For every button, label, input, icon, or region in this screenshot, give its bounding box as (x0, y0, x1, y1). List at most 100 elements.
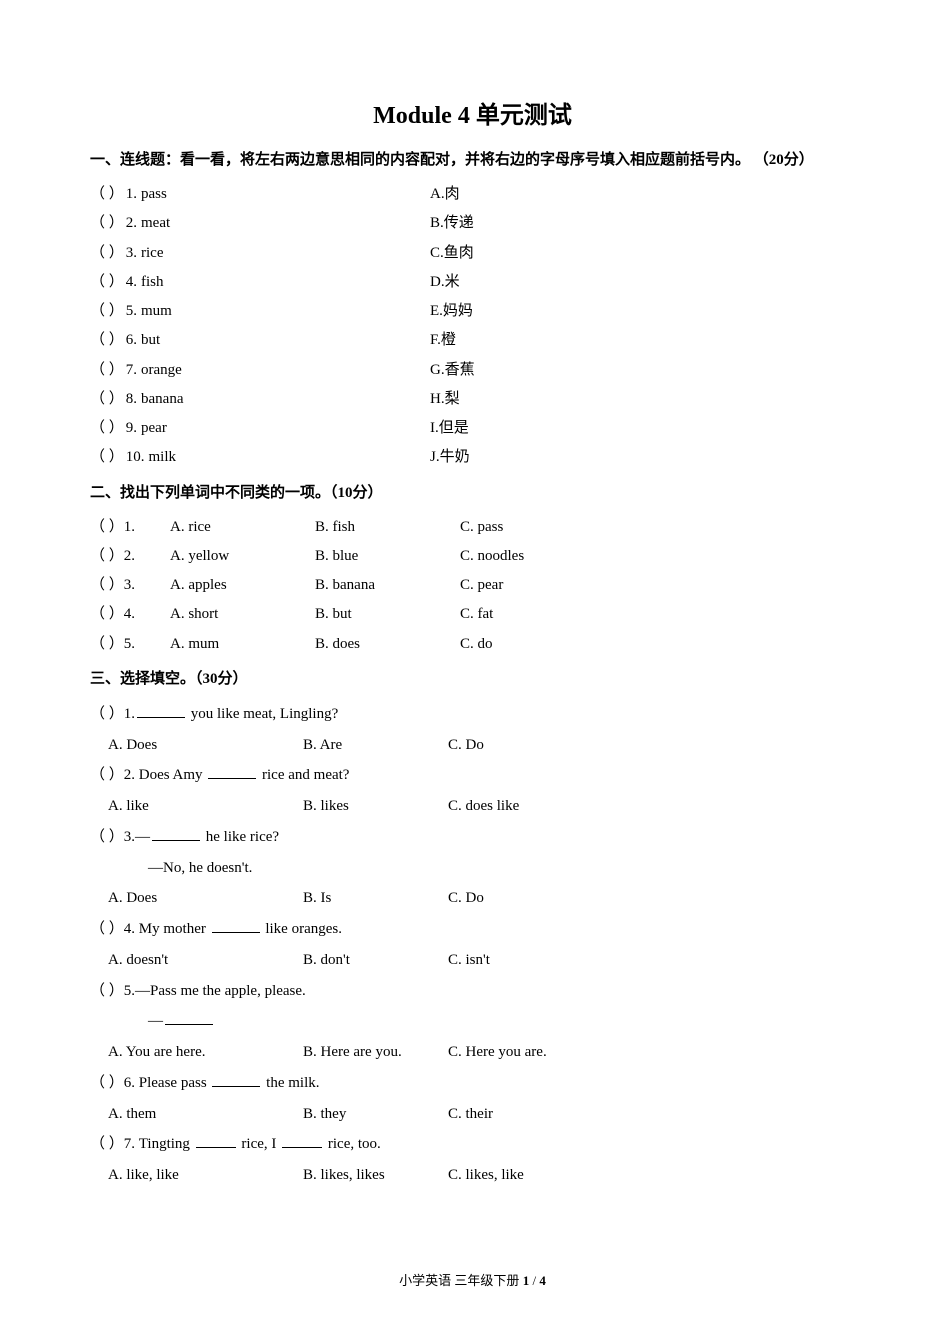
option-b: B. don't (303, 945, 448, 976)
answer-bracket[interactable]: （ ） (90, 414, 124, 443)
answer-bracket[interactable]: （ ） (90, 983, 124, 999)
option-b: B. likes (303, 791, 448, 822)
section2-header: 二、找出下列单词中不同类的一项。（10分） (90, 481, 855, 505)
item-num: 10. (126, 443, 145, 472)
question-text-tail: rice and meat? (258, 767, 349, 783)
dash: — (135, 829, 150, 845)
fill-blank[interactable] (208, 766, 256, 780)
fill-blank[interactable] (152, 827, 200, 841)
option-b: B. Is (303, 883, 448, 914)
question-text: Pass me the apple, please. (150, 983, 306, 999)
item-num: 4. (124, 921, 135, 937)
answer-bracket[interactable]: （ ） (90, 239, 124, 268)
item-num: 1. (124, 519, 135, 535)
english-word: rice (141, 239, 163, 268)
answer-bracket[interactable]: （ ） (90, 921, 124, 937)
answer-bracket[interactable]: （ ） (90, 519, 124, 535)
english-word: mum (141, 297, 172, 326)
fill-blank[interactable] (165, 1012, 213, 1026)
english-word: milk (149, 443, 177, 472)
option-a: A. yellow (170, 542, 315, 571)
fill-blank[interactable] (137, 704, 185, 718)
option-c: C. Do (448, 883, 484, 914)
item-num: 5. (124, 636, 135, 652)
answer-bracket[interactable]: （ ） (90, 297, 124, 326)
question-4: （ ）4. My mother like oranges. (90, 914, 855, 945)
chinese-meaning: 米 (445, 274, 460, 290)
answer-bracket[interactable]: （ ） (90, 577, 124, 593)
option-c: C. their (448, 1099, 493, 1130)
fill-blank[interactable] (196, 1135, 236, 1149)
english-word: but (141, 326, 160, 355)
odd-row: （ ）1. A. rice B. fish C. pass (90, 513, 855, 542)
option-c: C. likes, like (448, 1160, 524, 1191)
question-4-options: A. doesn't B. don't C. isn't (90, 945, 855, 976)
match-row: （ ） 5. mum E.妈妈 (90, 297, 855, 326)
answer-bracket[interactable]: （ ） (90, 268, 124, 297)
answer-bracket[interactable]: （ ） (90, 1075, 124, 1091)
option-a: A. Does (108, 730, 303, 761)
section3-header: 三、选择填空。（30分） (90, 667, 855, 691)
english-word: pass (141, 180, 167, 209)
answer-bracket[interactable]: （ ） (90, 326, 124, 355)
answer-bracket[interactable]: （ ） (90, 443, 124, 472)
question-text: he like rice? (202, 829, 279, 845)
item-num: 3. (124, 577, 135, 593)
answer-bracket[interactable]: （ ） (90, 636, 124, 652)
fill-blank[interactable] (282, 1135, 322, 1149)
section1-list: （ ） 1. pass A.肉 （ ） 2. meat B.传递 （ ） 3. … (90, 180, 855, 473)
answer-bracket[interactable]: （ ） (90, 548, 124, 564)
answer-bracket[interactable]: （ ） (90, 1136, 124, 1152)
question-5-options: A. You are here. B. Here are you. C. Her… (90, 1037, 855, 1068)
option-b: B. fish (315, 513, 460, 542)
question-text: you like meat, Lingling? (187, 706, 338, 722)
question-text-pre: Please pass (139, 1075, 211, 1091)
answer-bracket[interactable]: （ ） (90, 209, 124, 238)
item-num: 2. (124, 548, 135, 564)
item-num: 2. (126, 209, 137, 238)
option-b: B. Are (303, 730, 448, 761)
option-key: I. (430, 420, 439, 436)
odd-row: （ ）2. A. yellow B. blue C. noodles (90, 542, 855, 571)
dialogue-blank: — (90, 1006, 855, 1037)
option-key: H. (430, 391, 445, 407)
answer-bracket[interactable]: （ ） (90, 180, 124, 209)
item-num: 3. (126, 239, 137, 268)
option-b: B. banana (315, 571, 460, 600)
chinese-meaning: 妈妈 (443, 303, 473, 319)
chinese-meaning: 梨 (445, 391, 460, 407)
fill-blank[interactable] (212, 1073, 260, 1087)
item-num: 6. (124, 1075, 135, 1091)
odd-row: （ ）5. A. mum B. does C. do (90, 630, 855, 659)
question-1-options: A. Does B. Are C. Do (90, 730, 855, 761)
fill-blank[interactable] (212, 920, 260, 934)
english-word: orange (141, 356, 182, 385)
match-row: （ ） 1. pass A.肉 (90, 180, 855, 209)
answer-bracket[interactable]: （ ） (90, 356, 124, 385)
question-1: （ ）1. you like meat, Lingling? (90, 699, 855, 730)
answer-bracket[interactable]: （ ） (90, 706, 124, 722)
question-5: （ ）5.—Pass me the apple, please. (90, 976, 855, 1007)
item-num: 2. (124, 767, 135, 783)
option-c: C. does like (448, 791, 519, 822)
chinese-meaning: 香蕉 (445, 362, 475, 378)
answer-bracket[interactable]: （ ） (90, 606, 124, 622)
match-row: （ ） 10. milk J.牛奶 (90, 443, 855, 472)
chinese-meaning: 肉 (445, 186, 460, 202)
option-key: A. (430, 186, 445, 202)
chinese-meaning: 鱼肉 (444, 245, 474, 261)
question-text-mid: rice, I (238, 1136, 280, 1152)
option-key: F. (430, 332, 441, 348)
page-footer: 小学英语 三年级下册 1 / 4 (0, 1270, 945, 1289)
option-a: A. doesn't (108, 945, 303, 976)
option-key: G. (430, 362, 445, 378)
answer-bracket[interactable]: （ ） (90, 829, 124, 845)
option-c: C. noodles (460, 542, 524, 571)
answer-bracket[interactable]: （ ） (90, 767, 124, 783)
question-3: （ ）3.— he like rice? (90, 822, 855, 853)
chinese-meaning: 牛奶 (440, 449, 470, 465)
answer-bracket[interactable]: （ ） (90, 385, 124, 414)
option-key: D. (430, 274, 445, 290)
option-a: A. short (170, 600, 315, 629)
option-b: B. Here are you. (303, 1037, 448, 1068)
